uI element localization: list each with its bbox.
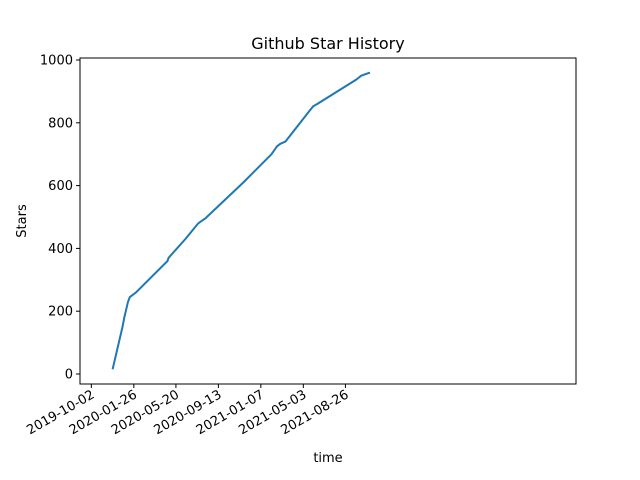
y-tick-label: 0 (65, 368, 73, 383)
series-group (111, 71, 371, 370)
x-axis: 2019-10-022020-01-262020-05-202020-09-13… (24, 384, 351, 438)
x-axis-label: time (313, 451, 342, 466)
y-tick-label: 800 (48, 116, 73, 131)
y-tick-label: 1000 (40, 54, 73, 69)
chart-title: Github Star History (251, 34, 404, 53)
y-axis: 0 200 400 600 800 1000 (40, 54, 80, 383)
y-tick-label: 600 (48, 179, 73, 194)
y-tick-label: 200 (48, 305, 73, 320)
y-axis-label: Stars (15, 204, 30, 238)
y-tick-label: 400 (48, 242, 73, 257)
plot-area (79, 57, 577, 385)
series-line (111, 71, 371, 370)
